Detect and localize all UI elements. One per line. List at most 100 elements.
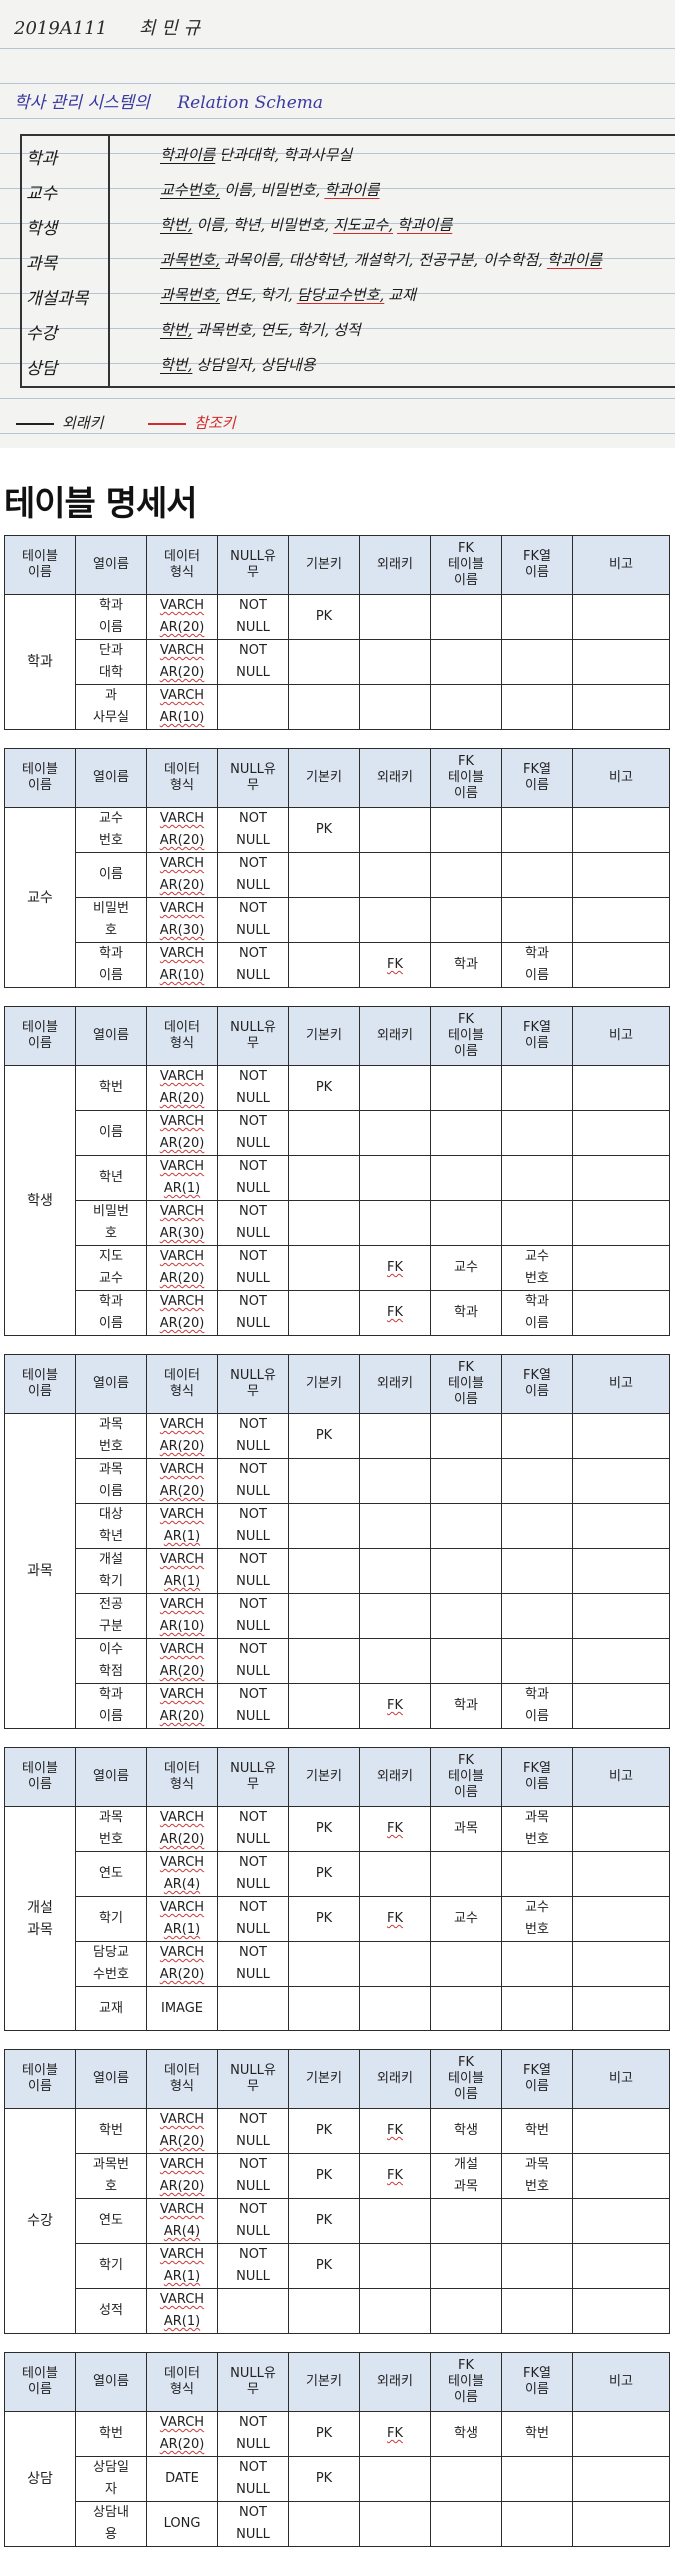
- cell-note: [572, 1290, 670, 1336]
- cell-primary-key: PK: [288, 2153, 360, 2199]
- spec-table-name: 상담: [4, 2411, 76, 2547]
- cell-data-type-text: VARCH AR(20): [159, 1642, 205, 1679]
- cell-note: [572, 1110, 670, 1156]
- spec-row: 비밀번 호 VARCH AR(30) NOT NULL: [5, 897, 670, 943]
- note-attr: 성적: [333, 321, 361, 339]
- note-attr: 학과이름: [546, 251, 603, 269]
- hdr-foreign-key: 외래키: [359, 1354, 431, 1414]
- cell-note: [572, 807, 670, 853]
- cell-fk-table-text: 과목: [454, 1821, 478, 1836]
- cell-foreign-key: FK: [359, 1245, 431, 1291]
- cell-column-name: 개설 학기: [75, 1548, 147, 1594]
- cell-foreign-key-text: FK: [386, 1260, 403, 1275]
- spec-table: 테이블 이름 열이름 데이터 형식 NULL유 무 기본키 외래키 FK 테이블 이름 FK열 이름 비고 학…: [4, 535, 670, 730]
- note-relation-name: 과목: [26, 254, 58, 274]
- cell-foreign-key: [359, 852, 431, 898]
- hdr-data-type: 데이터 형식: [146, 748, 218, 808]
- cell-null: NOT NULL: [217, 1245, 289, 1291]
- cell-null-text: NOT NULL: [236, 1552, 270, 1589]
- spec-row: 상담내 용 LONG NOT NULL: [5, 2501, 670, 2547]
- cell-fk-table: [430, 594, 502, 640]
- hdr-primary-key: 기본키: [288, 1006, 360, 1066]
- cell-fk-column: 과목 번호: [501, 1806, 573, 1852]
- cell-primary-key: [288, 1941, 360, 1987]
- note-relation-attrs: 학번, 이름, 학년, 비밀번호, 지도교수, 학과이름: [160, 214, 456, 235]
- cell-fk-table: [430, 684, 502, 730]
- cell-column-name: 과 사무실: [75, 684, 147, 730]
- cell-column-name: 담당교 수번호: [75, 1941, 147, 1987]
- cell-primary-key-text: PK: [315, 2168, 333, 2183]
- note-subject-latin: Relation Schema: [177, 93, 324, 113]
- cell-null: NOT NULL: [217, 1290, 289, 1336]
- spec-header-row: 테이블 이름 열이름 데이터 형식 NULL유 무 기본키 외래키 FK 테이블 이름 FK열 이름 비고: [4, 1006, 670, 1066]
- cell-primary-key: [288, 1638, 360, 1684]
- cell-null-text: NOT NULL: [236, 1945, 270, 1982]
- hdr-fk-table: FK 테이블 이름: [430, 1006, 502, 1066]
- note-relation-attrs: 과목번호, 연도, 학기, 담당교수번호, 교재: [160, 284, 420, 305]
- cell-null: NOT NULL: [217, 594, 289, 640]
- cell-fk-column: [501, 1548, 573, 1594]
- cell-data-type-text: VARCH AR(4): [159, 1855, 205, 1892]
- cell-fk-column-text: 학과 이름: [525, 1294, 549, 1331]
- hdr-fk-column: FK열 이름: [501, 1354, 573, 1414]
- cell-fk-table: [430, 2456, 502, 2502]
- cell-null: [217, 1986, 289, 2031]
- hdr-primary-key: 기본키: [288, 535, 360, 595]
- cell-primary-key: [288, 852, 360, 898]
- cell-foreign-key: [359, 1413, 431, 1459]
- cell-null: NOT NULL: [217, 639, 289, 685]
- spec-table-name: 학과: [4, 594, 76, 730]
- cell-fk-column-text: 학번: [525, 2123, 549, 2138]
- cell-foreign-key: [359, 1851, 431, 1897]
- cell-note: [572, 1503, 670, 1549]
- cell-fk-column: [501, 684, 573, 730]
- cell-note: [572, 1896, 670, 1942]
- cell-data-type: VARCH AR(20): [146, 1683, 218, 1729]
- hdr-fk-column: FK열 이름: [501, 1747, 573, 1807]
- note-relation-name: 수강: [26, 324, 58, 344]
- cell-column-name-text: 학번: [99, 2426, 123, 2441]
- cell-null: NOT NULL: [217, 1941, 289, 1987]
- cell-data-type: LONG: [146, 2501, 218, 2547]
- cell-fk-table: [430, 897, 502, 943]
- cell-column-name: 학과 이름: [75, 942, 147, 988]
- cell-column-name: 단과 대학: [75, 639, 147, 685]
- cell-primary-key: [288, 684, 360, 730]
- cell-foreign-key: [359, 897, 431, 943]
- cell-fk-column: [501, 1638, 573, 1684]
- note-attr: 과목번호,: [160, 251, 220, 269]
- note-relation-row: 수강 학번, 과목번호, 연도, 학기, 성적: [0, 315, 675, 345]
- note-relation-name: 학과: [26, 149, 58, 169]
- spec-table: 테이블 이름 열이름 데이터 형식 NULL유 무 기본키 외래키 FK 테이블 이름 FK열 이름 비고 교…: [4, 748, 670, 988]
- cell-fk-table: [430, 1110, 502, 1156]
- note-attr: 과목번호,: [196, 321, 257, 339]
- cell-data-type: VARCH AR(1): [146, 1155, 218, 1201]
- cell-fk-table: 교수: [430, 1896, 502, 1942]
- hdr-column-name: 열이름: [75, 2352, 147, 2412]
- cell-data-type: DATE: [146, 2456, 218, 2502]
- note-attr: 학과이름: [397, 216, 453, 234]
- cell-foreign-key: FK: [359, 2108, 431, 2154]
- cell-null-text: NOT NULL: [236, 1417, 270, 1454]
- note-attr: 비밀번호,: [260, 181, 321, 199]
- spec-row: 성적 VARCH AR(1): [5, 2288, 670, 2334]
- cell-null: NOT NULL: [217, 1155, 289, 1201]
- cell-note: [572, 1155, 670, 1201]
- legend-fk-line-icon: [148, 423, 187, 425]
- cell-fk-table: [430, 1941, 502, 1987]
- cell-column-name-text: 비밀번 호: [93, 1204, 129, 1241]
- spec-row: 과목 과목 번호 VARCH AR(20) NOT NULL PK: [4, 1413, 670, 1729]
- cell-null-text: NOT NULL: [236, 643, 270, 680]
- cell-null: NOT NULL: [217, 1548, 289, 1594]
- cell-data-type-text: VARCH AR(20): [159, 1249, 205, 1286]
- cell-fk-column: [501, 1986, 573, 2031]
- legend-pk-label: 외래키: [62, 414, 104, 432]
- cell-null-text: NOT NULL: [236, 2460, 270, 2497]
- cell-column-name-text: 연도: [99, 1866, 123, 1881]
- cell-primary-key-text: PK: [315, 1080, 333, 1095]
- cell-data-type-text: VARCH AR(1): [159, 2292, 205, 2329]
- cell-data-type-text: VARCH AR(10): [159, 946, 205, 983]
- cell-data-type: VARCH AR(20): [146, 1110, 218, 1156]
- note-relation-row: 교수 교수번호, 이름, 비밀번호, 학과이름: [0, 175, 675, 205]
